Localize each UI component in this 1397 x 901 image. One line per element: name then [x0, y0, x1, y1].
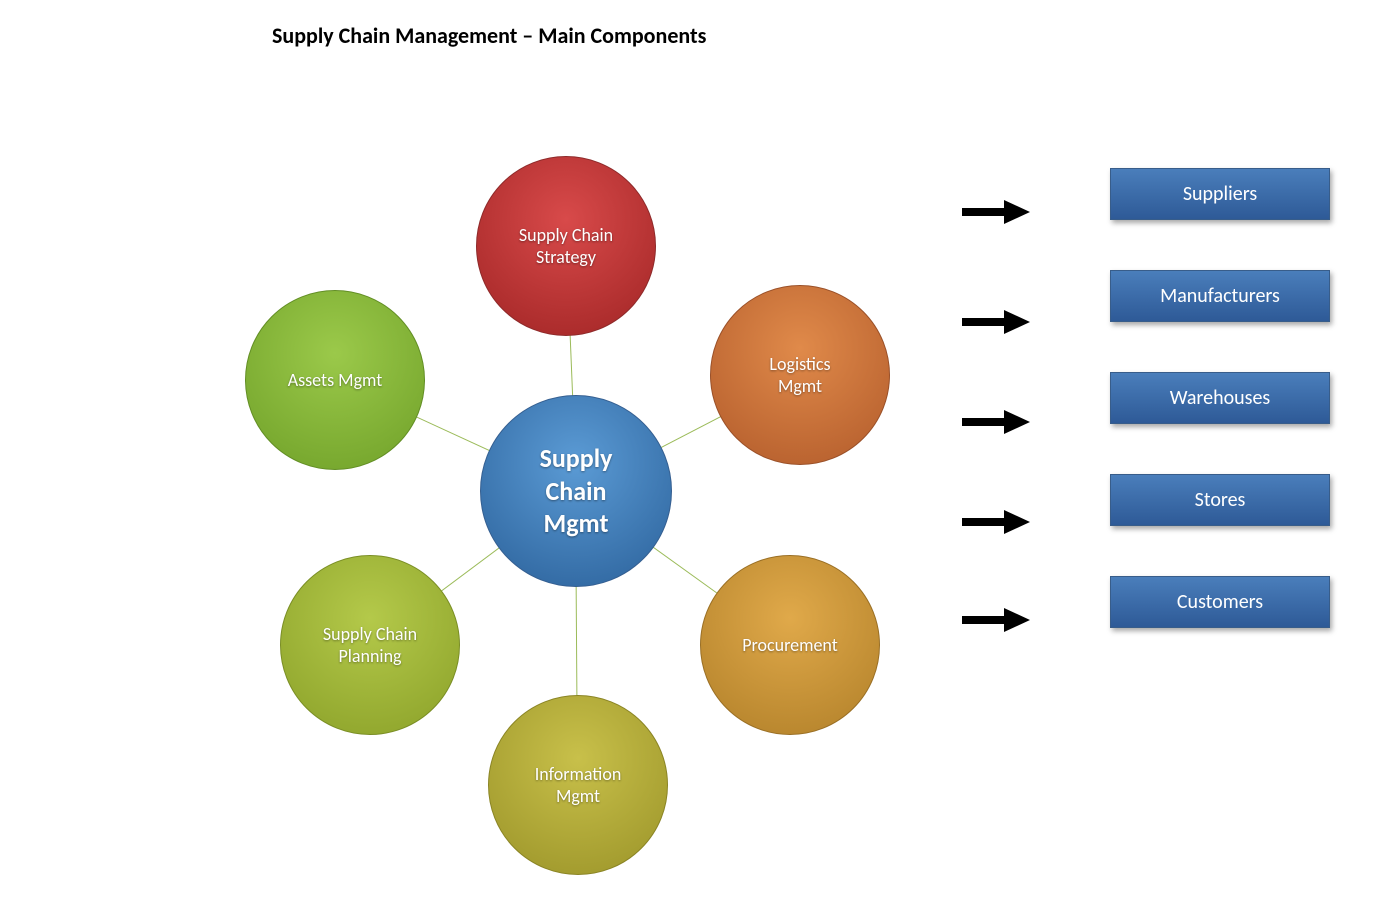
stakeholder-box: Customers [1110, 576, 1330, 628]
node-assets: Assets Mgmt [245, 290, 425, 470]
node-information: Information Mgmt [488, 695, 668, 875]
node-label-strategy: Supply Chain Strategy [511, 224, 621, 269]
node-label-procurement: Procurement [734, 634, 846, 657]
arrow-icon [960, 198, 1032, 226]
center-node: Supply Chain Mgmt [480, 395, 672, 587]
stakeholder-box: Manufacturers [1110, 270, 1330, 322]
page-title: Supply Chain Management – Main Component… [272, 22, 706, 49]
arrow-icon [960, 508, 1032, 536]
center-node-label: Supply Chain Mgmt [540, 442, 613, 540]
arrow-icon [960, 308, 1032, 336]
node-label-assets: Assets Mgmt [280, 369, 391, 392]
node-strategy: Supply Chain Strategy [476, 156, 656, 336]
node-label-planning: Supply Chain Planning [315, 623, 425, 668]
stakeholder-box: Stores [1110, 474, 1330, 526]
stakeholder-label: Stores [1195, 488, 1246, 512]
stakeholder-box: Suppliers [1110, 168, 1330, 220]
stakeholder-label: Suppliers [1183, 182, 1257, 206]
stakeholder-label: Customers [1177, 590, 1263, 614]
node-label-logistics: Logistics Mgmt [761, 353, 838, 398]
stakeholder-box: Warehouses [1110, 372, 1330, 424]
node-planning: Supply Chain Planning [280, 555, 460, 735]
node-logistics: Logistics Mgmt [710, 285, 890, 465]
node-label-information: Information Mgmt [527, 763, 630, 808]
arrow-icon [960, 606, 1032, 634]
stakeholder-label: Warehouses [1170, 386, 1271, 410]
stakeholder-label: Manufacturers [1160, 284, 1280, 308]
node-procurement: Procurement [700, 555, 880, 735]
arrow-icon [960, 408, 1032, 436]
